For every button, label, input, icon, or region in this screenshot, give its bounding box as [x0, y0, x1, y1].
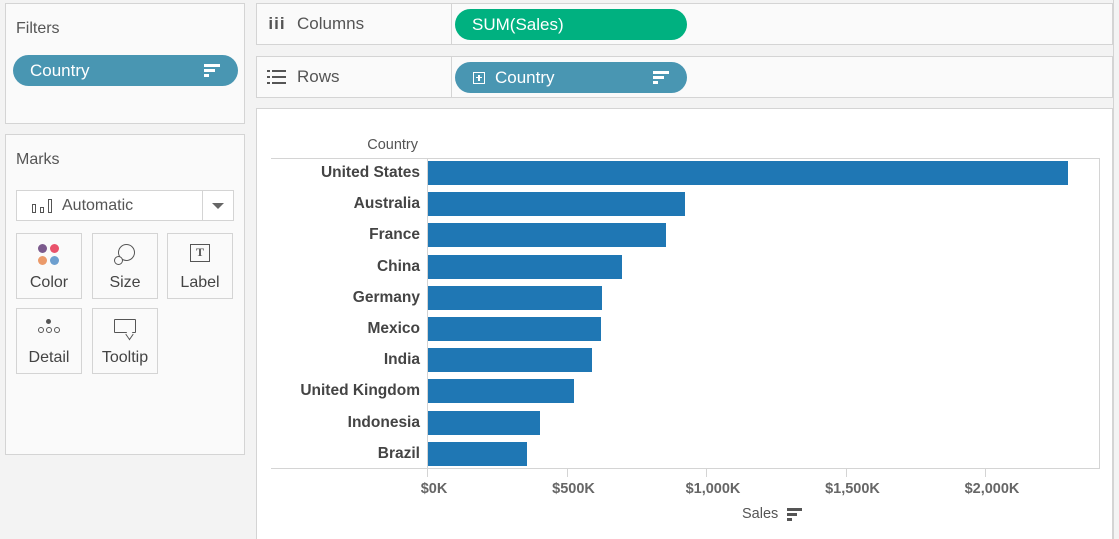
- marks-title: Marks: [16, 151, 60, 168]
- axis-tick: [985, 469, 986, 477]
- sort-descending-icon[interactable]: [653, 71, 669, 85]
- columns-pill-sum-sales[interactable]: SUM(Sales): [455, 9, 687, 40]
- tooltip-icon: [114, 319, 136, 341]
- mark-type-dropdown[interactable]: Automatic: [16, 190, 234, 221]
- columns-shelf[interactable]: iii Columns SUM(Sales): [256, 3, 1113, 45]
- size-button[interactable]: Size: [92, 233, 158, 299]
- axis-tick-label: $500K: [552, 481, 595, 497]
- row-label[interactable]: Brazil: [377, 444, 420, 462]
- row-label[interactable]: India: [383, 351, 420, 369]
- axis-tick: [566, 469, 568, 477]
- chart-view: Country United States Australia France Chin…: [256, 108, 1113, 539]
- rows-pill-label: Country: [495, 67, 555, 87]
- plus-box-icon[interactable]: [473, 71, 485, 84]
- row-label[interactable]: Indonesia: [347, 413, 420, 431]
- axis-tick: [706, 469, 707, 477]
- tooltip-label: Tooltip: [101, 349, 149, 366]
- rows-shelf[interactable]: Rows Country: [256, 56, 1113, 98]
- bar[interactable]: [428, 161, 1068, 185]
- bar[interactable]: [428, 254, 622, 279]
- bar-chart-icon: [32, 198, 54, 213]
- bar[interactable]: [428, 348, 592, 373]
- filter-pill-label: Country: [30, 60, 90, 80]
- sort-descending-icon[interactable]: [204, 64, 220, 78]
- axis-tick-label: $0K: [420, 481, 448, 497]
- color-button[interactable]: Color: [16, 233, 82, 299]
- bar[interactable]: [428, 285, 602, 310]
- rows-icon: [267, 70, 287, 84]
- chart-pane: [271, 158, 1100, 469]
- bar[interactable]: [428, 317, 601, 341]
- detail-button[interactable]: Detail: [16, 308, 82, 374]
- axis-tick-label: $1,000K: [685, 481, 741, 497]
- size-label: Size: [109, 274, 141, 291]
- axis-tick-label: $1,500K: [825, 481, 880, 497]
- filters-panel: Filters Country: [5, 3, 245, 124]
- row-header-country: Country: [367, 137, 418, 153]
- axis-tick: [427, 469, 428, 477]
- sort-descending-icon[interactable]: [787, 508, 803, 522]
- row-label[interactable]: China: [376, 257, 420, 275]
- size-icon: [114, 244, 136, 266]
- columns-shelf-label: iii Columns: [257, 4, 452, 44]
- row-labels: United States Australia France China Germany…: [257, 158, 420, 469]
- bar[interactable]: [428, 441, 527, 466]
- axis-line-vertical: [427, 158, 428, 477]
- scrollbar-track[interactable]: [1113, 0, 1119, 539]
- columns-icon: iii: [268, 14, 286, 33]
- axis-title[interactable]: Sales: [742, 506, 803, 522]
- color-label: Color: [29, 274, 69, 291]
- row-label[interactable]: France: [369, 226, 420, 244]
- label-label: Label: [180, 274, 220, 291]
- dropdown-divider: [202, 191, 203, 220]
- row-label[interactable]: Australia: [353, 195, 420, 213]
- row-label[interactable]: United States: [320, 164, 420, 181]
- bar[interactable]: [428, 223, 666, 248]
- axis-tick-label: $2,000K: [964, 481, 1020, 497]
- detail-icon: [38, 319, 60, 335]
- chevron-down-icon[interactable]: [212, 203, 224, 209]
- mark-type-value: Automatic: [62, 196, 134, 214]
- axis-title-label: Sales: [742, 506, 779, 522]
- filter-pill-country[interactable]: Country: [13, 55, 238, 86]
- rows-shelf-label: Rows: [257, 57, 452, 97]
- rows-pill-country[interactable]: Country: [455, 62, 687, 93]
- axis-tick: [845, 469, 847, 477]
- bars: [428, 158, 1100, 469]
- row-label[interactable]: Germany: [352, 288, 420, 306]
- filters-title: Filters: [16, 20, 60, 37]
- row-label[interactable]: Mexico: [367, 320, 420, 337]
- bar[interactable]: [428, 410, 540, 435]
- row-label[interactable]: United Kingdom: [300, 382, 420, 400]
- color-palette-icon: [38, 244, 60, 266]
- detail-label: Detail: [28, 349, 70, 366]
- bar[interactable]: [428, 379, 574, 404]
- bar[interactable]: [428, 192, 685, 217]
- text-label-icon: T: [190, 244, 210, 262]
- label-button[interactable]: T Label: [167, 233, 233, 299]
- marks-panel: Marks Automatic Color Size T Label: [5, 134, 245, 455]
- tooltip-button[interactable]: Tooltip: [92, 308, 158, 374]
- x-axis: $0K $500K $1,000K $1,500K $2,000K: [421, 469, 1100, 509]
- columns-pill-label: SUM(Sales): [472, 14, 564, 34]
